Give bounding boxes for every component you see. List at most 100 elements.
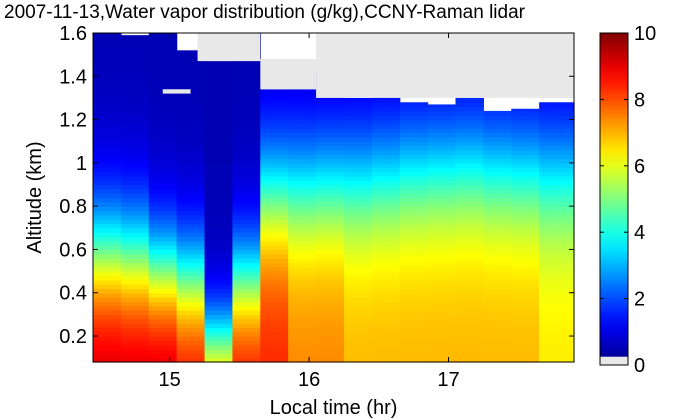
heatmap-cell bbox=[260, 193, 289, 199]
heatmap-cell bbox=[511, 357, 540, 363]
heatmap-cell bbox=[455, 201, 484, 207]
heatmap-cell bbox=[371, 193, 401, 199]
heatmap-cell bbox=[260, 210, 289, 216]
heatmap-cell bbox=[316, 253, 345, 259]
heatmap-cell bbox=[288, 93, 317, 99]
heatmap-cell bbox=[455, 128, 484, 134]
heatmap-cell bbox=[343, 227, 373, 233]
heatmap-cell bbox=[483, 184, 512, 190]
heatmap-cell bbox=[316, 331, 345, 337]
heatmap-cell bbox=[511, 258, 540, 264]
heatmap-cell bbox=[204, 240, 234, 246]
heatmap-cell bbox=[260, 158, 289, 164]
heatmap-cell bbox=[316, 188, 345, 194]
heatmap-cell bbox=[93, 58, 122, 64]
heatmap-cell bbox=[120, 275, 150, 281]
heatmap-cell bbox=[176, 262, 206, 268]
heatmap-cell bbox=[120, 145, 150, 151]
heatmap-cell bbox=[288, 240, 317, 246]
heatmap-cell bbox=[93, 223, 122, 229]
heatmap-cell bbox=[288, 219, 317, 225]
heatmap-cell bbox=[204, 93, 234, 99]
heatmap-cell bbox=[455, 279, 484, 285]
heatmap-cell bbox=[288, 175, 317, 181]
heatmap-cell bbox=[427, 128, 457, 134]
heatmap-cell bbox=[232, 327, 261, 333]
heatmap-cell bbox=[427, 149, 457, 155]
heatmap-cell bbox=[260, 301, 289, 307]
heatmap-cell bbox=[511, 240, 540, 246]
heatmap-cell bbox=[316, 136, 345, 142]
heatmap-cell bbox=[148, 284, 178, 290]
heatmap-cell bbox=[539, 123, 575, 129]
heatmap-cell bbox=[399, 154, 429, 160]
heatmap-cell bbox=[232, 301, 261, 307]
heatmap-cell bbox=[427, 210, 457, 216]
heatmap-cell bbox=[511, 136, 540, 142]
heatmap-cell bbox=[93, 54, 122, 60]
heatmap-cell bbox=[120, 253, 150, 259]
heatmap-cell bbox=[427, 175, 457, 181]
heatmap-cell bbox=[176, 297, 206, 302]
heatmap-cell bbox=[316, 245, 345, 251]
heatmap-cell bbox=[204, 223, 234, 229]
heatmap-cell bbox=[288, 128, 317, 134]
heatmap-cell bbox=[93, 336, 122, 341]
heatmap-cell bbox=[399, 305, 429, 311]
heatmap-cell bbox=[539, 275, 575, 281]
colorbar-gradient bbox=[600, 33, 628, 365]
heatmap-cell bbox=[427, 206, 457, 212]
heatmap-cell bbox=[260, 180, 289, 186]
heatmap-cell bbox=[176, 106, 206, 112]
heatmap-cell bbox=[399, 149, 429, 155]
heatmap-cell bbox=[371, 184, 401, 190]
heatmap-cell bbox=[511, 210, 540, 216]
heatmap-cell bbox=[176, 115, 206, 121]
heatmap-cell bbox=[399, 323, 429, 328]
heatmap-cell bbox=[232, 292, 261, 298]
heatmap-cell bbox=[427, 227, 457, 233]
heatmap-cell bbox=[455, 188, 484, 194]
heatmap-cell bbox=[288, 357, 317, 363]
heatmap-cell bbox=[371, 232, 401, 238]
heatmap-cell bbox=[343, 197, 373, 203]
heatmap-cell bbox=[343, 279, 373, 285]
heatmap-cell bbox=[483, 301, 512, 307]
heatmap-cell bbox=[316, 305, 345, 311]
heatmap-cell bbox=[288, 149, 317, 155]
heatmap-cell bbox=[204, 266, 234, 272]
heatmap-cell bbox=[371, 201, 401, 207]
heatmap-cell bbox=[343, 323, 373, 328]
heatmap-cell bbox=[148, 357, 178, 363]
heatmap-cell bbox=[176, 89, 206, 95]
heatmap-cell bbox=[176, 171, 206, 177]
heatmap-cell bbox=[483, 353, 512, 359]
heatmap-cell bbox=[93, 132, 122, 138]
heatmap-cell bbox=[371, 245, 401, 251]
heatmap-cell bbox=[455, 206, 484, 212]
heatmap-cell bbox=[399, 167, 429, 173]
heatmap-cell bbox=[260, 323, 289, 328]
heatmap-cell bbox=[148, 275, 178, 281]
heatmap-cell bbox=[204, 97, 234, 103]
heatmap-cell bbox=[539, 318, 575, 324]
heatmap-cell bbox=[511, 310, 540, 315]
heatmap-cell bbox=[148, 236, 178, 242]
heatmap-cell bbox=[427, 154, 457, 160]
heatmap-cell bbox=[399, 232, 429, 238]
heatmap-cell bbox=[483, 132, 512, 138]
heatmap-cell bbox=[455, 97, 484, 103]
heatmap-cell bbox=[399, 314, 429, 320]
heatmap-cell bbox=[176, 158, 206, 164]
heatmap-cell bbox=[148, 258, 178, 264]
heatmap-cell bbox=[371, 128, 401, 134]
heatmap-cell bbox=[343, 344, 373, 350]
heatmap-cell bbox=[120, 292, 150, 298]
heatmap-cell bbox=[176, 258, 206, 264]
heatmap-cell bbox=[232, 162, 261, 168]
heatmap-cell bbox=[120, 336, 150, 341]
heatmap-cell bbox=[288, 123, 317, 129]
heatmap-cell bbox=[232, 63, 261, 69]
heatmap-cell bbox=[455, 271, 484, 277]
heatmap-cell bbox=[343, 331, 373, 337]
